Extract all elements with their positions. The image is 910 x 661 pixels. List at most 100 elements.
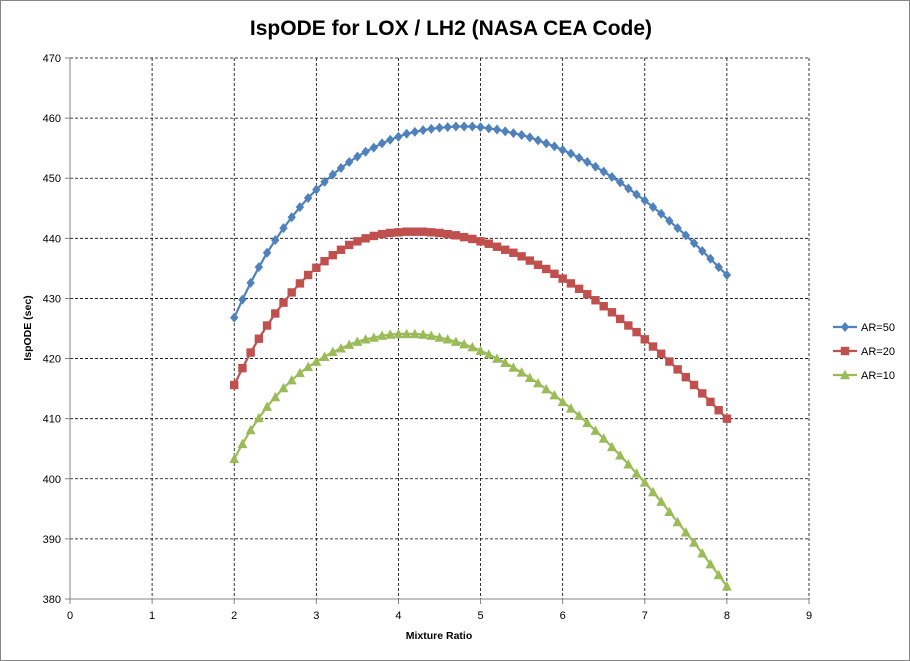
data-point: [665, 215, 674, 226]
data-point: [706, 397, 715, 407]
legend-label: AR=50: [861, 322, 895, 334]
legend-label: AR=20: [861, 346, 895, 358]
data-point: [484, 239, 493, 248]
data-point: [566, 279, 576, 288]
data-point: [377, 138, 387, 149]
data-point: [369, 231, 379, 241]
x-tick-label: 7: [642, 610, 648, 622]
data-point: [550, 141, 559, 152]
data-point: [377, 229, 387, 239]
data-point: [230, 312, 239, 323]
data-point: [574, 410, 585, 420]
data-point: [491, 353, 502, 363]
data-point: [368, 332, 379, 342]
y-tick-label: 430: [43, 293, 61, 305]
data-point: [533, 260, 543, 269]
data-point: [542, 138, 551, 149]
data-point: [657, 349, 666, 358]
data-point: [689, 238, 699, 249]
data-point: [524, 372, 535, 382]
x-tick-label: 9: [806, 610, 812, 622]
data-point: [599, 166, 608, 177]
data-point: [697, 548, 708, 558]
data-point: [721, 581, 732, 591]
data-point: [254, 262, 264, 273]
data-point: [262, 321, 272, 330]
data-point: [253, 412, 264, 423]
data-point: [574, 284, 584, 294]
data-point: [344, 156, 354, 167]
data-point: [279, 298, 288, 307]
data-point: [615, 450, 626, 460]
data-point: [698, 245, 707, 256]
chart-title: IspODE for LOX / LH2 (NASA CEA Code): [250, 17, 652, 40]
data-point: [409, 328, 420, 339]
data-point: [279, 223, 288, 234]
data-point: [344, 339, 355, 349]
data-point: [451, 121, 461, 132]
data-point: [673, 223, 682, 234]
data-point: [287, 288, 296, 297]
data-point: [591, 296, 600, 305]
data-point: [475, 345, 486, 355]
data-point: [533, 135, 543, 146]
data-point: [270, 391, 281, 402]
data-point: [369, 142, 379, 153]
data-point: [698, 389, 707, 398]
data-point: [640, 335, 649, 344]
data-point: [246, 277, 255, 288]
data-point: [427, 123, 436, 134]
legend-item: AR=50: [833, 322, 895, 334]
legend-marker: [840, 346, 850, 356]
data-point: [271, 235, 280, 246]
data-point: [722, 270, 732, 281]
data-point: [450, 336, 461, 346]
data-point: [393, 328, 404, 339]
x-tick-label: 3: [313, 610, 319, 622]
data-point: [410, 227, 420, 236]
data-point: [713, 569, 724, 580]
y-tick-label: 390: [43, 534, 61, 546]
data-point: [262, 401, 273, 411]
data-point: [533, 378, 544, 388]
data-point: [689, 537, 700, 547]
data-point: [550, 269, 559, 278]
data-point: [459, 232, 469, 242]
data-point: [583, 290, 592, 299]
data-point: [632, 189, 641, 200]
data-point: [295, 279, 305, 288]
data-point: [361, 234, 370, 243]
data-point: [312, 184, 321, 195]
data-point: [656, 496, 667, 506]
data-point: [418, 227, 428, 236]
legend: AR=50 AR=20 AR=10: [833, 322, 895, 382]
data-point: [295, 202, 305, 213]
data-point: [542, 264, 551, 274]
data-point: [525, 132, 535, 143]
legend-marker: [840, 369, 850, 380]
y-tick-label: 410: [43, 414, 61, 426]
data-point: [566, 148, 576, 159]
data-point: [517, 129, 526, 140]
data-point: [607, 172, 617, 183]
data-point: [632, 327, 641, 337]
data-point: [591, 161, 600, 172]
data-point: [434, 332, 445, 342]
data-point: [402, 128, 411, 139]
data-point: [386, 134, 395, 145]
data-point: [303, 270, 313, 280]
data-point: [229, 453, 240, 464]
data-point: [484, 123, 493, 134]
data-point: [319, 351, 330, 361]
data-point: [647, 486, 658, 497]
data-point: [681, 230, 691, 241]
data-point: [606, 441, 617, 452]
data-point: [590, 425, 601, 435]
data-point: [328, 169, 337, 180]
data-point: [386, 228, 395, 238]
axis-layer: 380 390 400 410 420 430 440 450 460 470 0 1 2 3 4 5 6 7 8 9: [43, 53, 812, 622]
data-point: [598, 433, 609, 443]
data-point: [615, 314, 625, 324]
data-point: [565, 403, 576, 413]
data-point: [238, 363, 247, 373]
